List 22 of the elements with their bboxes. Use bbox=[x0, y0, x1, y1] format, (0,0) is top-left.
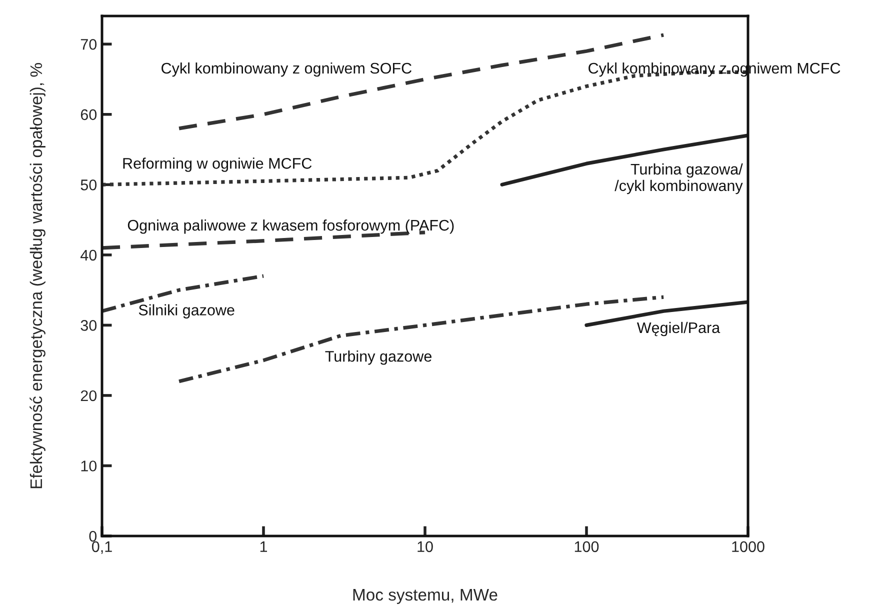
y-tick-label: 70 bbox=[80, 38, 97, 50]
y-tick-label: 30 bbox=[80, 320, 97, 331]
series-label: Cykl kombinowany z ogniwem SOFC bbox=[162, 62, 412, 77]
annotation: Reforming w ogniwie MCFC bbox=[123, 158, 312, 172]
series-label: Silniki gazowe bbox=[138, 304, 234, 318]
series-label: Węgiel/Para bbox=[636, 322, 720, 336]
x-axis-title: Moc systemu, MWe bbox=[353, 589, 498, 604]
series-label: Turbiny gazowe bbox=[325, 350, 432, 365]
y-tick-label: 50 bbox=[80, 180, 97, 190]
x-tick-label: 100 bbox=[574, 541, 599, 552]
y-tick-label: 0 bbox=[89, 530, 97, 542]
x-tick-label: 1 bbox=[260, 541, 268, 552]
y-tick-label: 20 bbox=[80, 390, 97, 402]
x-tick-label: 10 bbox=[418, 541, 433, 552]
x-tick-label: 1000 bbox=[732, 541, 764, 552]
y-tick-label: 10 bbox=[81, 460, 97, 472]
series-label: Turbina gazowa/ /cykl kombinowany bbox=[614, 163, 743, 194]
y-axis-title: Efektywność energetyczna (według wartości opałowej), % bbox=[30, 63, 46, 488]
series-label: Ogniwa paliwowe z kwasem fosforowym (PAFC) bbox=[128, 219, 454, 234]
y-tick-label: 40 bbox=[80, 250, 97, 261]
x-tick-label: 0,1 bbox=[92, 541, 112, 554]
y-tick-label: 60 bbox=[80, 109, 97, 120]
